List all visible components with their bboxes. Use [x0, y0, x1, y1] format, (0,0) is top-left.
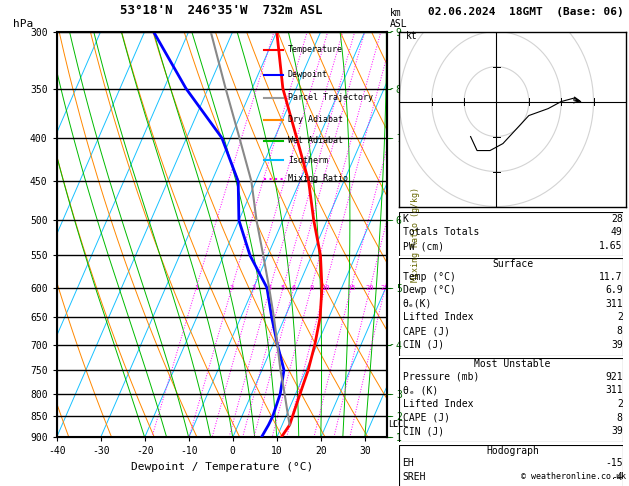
Text: K: K — [403, 214, 408, 224]
Text: -15: -15 — [605, 458, 623, 469]
Text: CIN (J): CIN (J) — [403, 426, 443, 436]
Text: 2: 2 — [617, 399, 623, 409]
Text: 921: 921 — [605, 372, 623, 382]
X-axis label: Dewpoint / Temperature (°C): Dewpoint / Temperature (°C) — [131, 462, 313, 472]
Text: 4: 4 — [268, 285, 272, 291]
Text: km
ASL: km ASL — [390, 8, 408, 29]
Text: -: - — [388, 340, 394, 349]
Text: Mixing Ratio (g/kg): Mixing Ratio (g/kg) — [411, 187, 420, 282]
Text: Lifted Index: Lifted Index — [403, 312, 473, 323]
Text: Wet Adiabat: Wet Adiabat — [288, 136, 343, 145]
Text: 8: 8 — [617, 326, 623, 336]
Text: 20: 20 — [366, 285, 374, 291]
Text: 8: 8 — [309, 285, 313, 291]
Text: Totals Totals: Totals Totals — [403, 227, 479, 238]
Text: Mixing Ratio: Mixing Ratio — [288, 174, 348, 183]
Text: LCL: LCL — [388, 420, 403, 429]
Text: 311: 311 — [605, 299, 623, 309]
Text: Lifted Index: Lifted Index — [403, 399, 473, 409]
Text: Temp (°C): Temp (°C) — [403, 272, 455, 282]
Text: -4: -4 — [611, 472, 623, 482]
Text: hPa: hPa — [13, 19, 33, 29]
Text: CAPE (J): CAPE (J) — [403, 413, 450, 423]
Text: 6.9: 6.9 — [605, 285, 623, 295]
Text: 49: 49 — [611, 227, 623, 238]
Text: CAPE (J): CAPE (J) — [403, 326, 450, 336]
Text: θₑ (K): θₑ (K) — [403, 385, 438, 396]
Text: Isotherm: Isotherm — [288, 156, 328, 165]
Text: 8: 8 — [617, 413, 623, 423]
Text: 11.7: 11.7 — [599, 272, 623, 282]
Text: 25: 25 — [381, 285, 389, 291]
Text: -: - — [388, 389, 394, 399]
Text: kt: kt — [406, 31, 418, 41]
Text: PW (cm): PW (cm) — [403, 241, 443, 251]
Text: 10: 10 — [321, 285, 330, 291]
Text: Dewpoint: Dewpoint — [288, 70, 328, 79]
Text: 1: 1 — [194, 285, 198, 291]
Text: -: - — [388, 433, 394, 442]
Text: EH: EH — [403, 458, 415, 469]
Text: -: - — [388, 283, 394, 293]
Text: 39: 39 — [611, 426, 623, 436]
Text: Parcel Trajectory: Parcel Trajectory — [288, 93, 373, 103]
Text: 2: 2 — [617, 312, 623, 323]
Text: Temperature: Temperature — [288, 45, 343, 54]
Text: -: - — [388, 84, 394, 93]
Text: Dewp (°C): Dewp (°C) — [403, 285, 455, 295]
Text: 53°18'N  246°35'W  732m ASL: 53°18'N 246°35'W 732m ASL — [121, 4, 323, 17]
Text: © weatheronline.co.uk: © weatheronline.co.uk — [521, 472, 626, 481]
Text: 6: 6 — [292, 285, 296, 291]
Text: LCL: LCL — [388, 420, 408, 429]
Text: -: - — [388, 133, 394, 143]
Text: 39: 39 — [611, 340, 623, 350]
Text: CIN (J): CIN (J) — [403, 340, 443, 350]
Text: -: - — [388, 411, 394, 421]
Text: θₑ(K): θₑ(K) — [403, 299, 432, 309]
Text: Most Unstable: Most Unstable — [474, 359, 551, 369]
Text: Pressure (mb): Pressure (mb) — [403, 372, 479, 382]
Text: -: - — [388, 27, 394, 36]
Text: 15: 15 — [347, 285, 355, 291]
Text: 311: 311 — [605, 385, 623, 396]
Text: 3: 3 — [252, 285, 256, 291]
Text: 28: 28 — [611, 214, 623, 224]
Text: 02.06.2024  18GMT  (Base: 06): 02.06.2024 18GMT (Base: 06) — [428, 7, 623, 17]
Text: Dry Adiabat: Dry Adiabat — [288, 115, 343, 124]
Text: Surface: Surface — [492, 259, 533, 269]
Text: Hodograph: Hodograph — [486, 446, 539, 456]
Text: -: - — [388, 215, 394, 226]
Text: SREH: SREH — [403, 472, 426, 482]
Text: 1.65: 1.65 — [599, 241, 623, 251]
Text: 5: 5 — [281, 285, 285, 291]
Text: 2: 2 — [230, 285, 234, 291]
